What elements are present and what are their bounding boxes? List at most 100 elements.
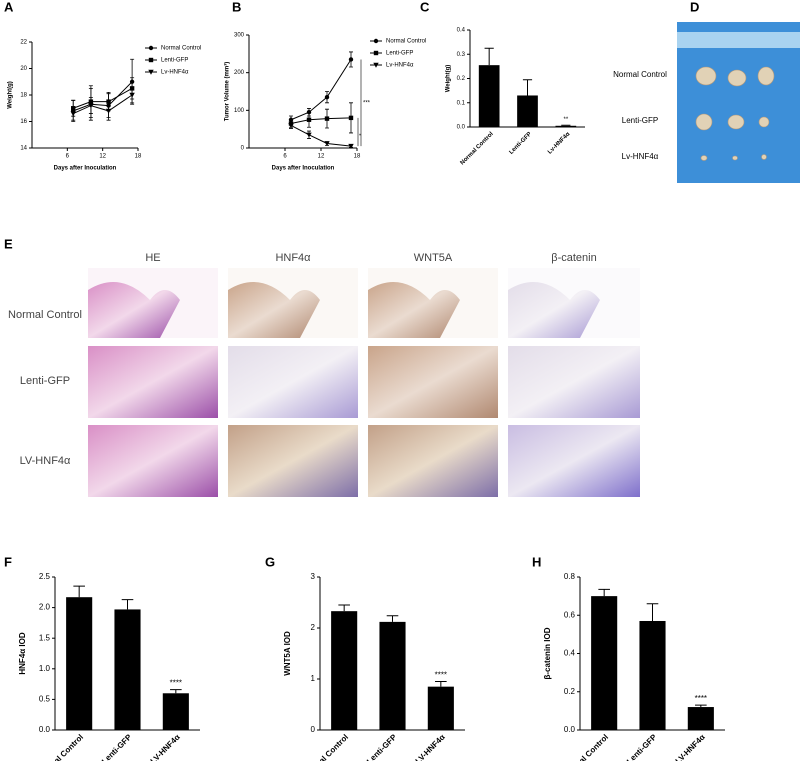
- x-tick-label: Lenti-GFP: [100, 732, 134, 761]
- error-bar: [646, 603, 659, 621]
- y-tick-label: 0.0: [457, 125, 466, 131]
- panel-label: B: [232, 0, 241, 14]
- point: [324, 94, 330, 100]
- error-bar: [435, 681, 447, 687]
- x-axis-label: Days after Inoculation: [54, 166, 117, 172]
- y-axis-label: Weight(g): [8, 81, 14, 109]
- legend-label: Lv-HNF4α: [386, 63, 414, 69]
- bar: [162, 693, 189, 730]
- legend-label: Lenti-GFP: [386, 51, 413, 57]
- line: [290, 117, 352, 125]
- legend-marker: [148, 45, 154, 51]
- row-label: LV-HNF4α: [20, 455, 71, 467]
- panel-label: F: [4, 554, 12, 569]
- photo-d: [677, 22, 800, 183]
- annotation: **: [563, 117, 568, 123]
- panel-label: H: [532, 554, 541, 569]
- y-tick-label: 0.0: [564, 725, 576, 734]
- error-bar: [484, 47, 494, 66]
- bar: [555, 125, 577, 127]
- row-label: Lv-HNF4α: [622, 152, 659, 161]
- line: [290, 59, 352, 121]
- point: [88, 103, 94, 109]
- column-header: β-catenin: [551, 252, 596, 264]
- y-tick-label: 20: [20, 66, 27, 72]
- column-header: HE: [145, 252, 160, 264]
- x-tick-label: LV-HNF4α: [414, 732, 447, 761]
- bar: [687, 707, 714, 730]
- tumors: [695, 66, 775, 161]
- legend-label: Lenti-GFP: [161, 58, 188, 64]
- bar: [639, 620, 666, 730]
- annotation: ****: [170, 679, 182, 688]
- photo-background: [677, 22, 800, 183]
- point: [348, 143, 354, 149]
- annotation: ***: [363, 100, 371, 106]
- bar: [379, 621, 406, 730]
- y-tick-label: 14: [20, 146, 27, 152]
- y-axis-label: Weight(g): [446, 65, 452, 93]
- y-tick-label: 0.4: [457, 28, 466, 34]
- line: [73, 87, 133, 109]
- point: [348, 57, 354, 62]
- x-tick-label: Lv-HNF4α: [547, 131, 572, 156]
- bar: [114, 609, 141, 730]
- x-tick-label: Normal Control: [303, 733, 351, 761]
- row-label: Normal Control: [8, 309, 82, 321]
- point: [306, 132, 312, 138]
- x-tick-label: Normal Control: [563, 733, 611, 761]
- error-bar: [73, 585, 85, 598]
- y-tick-label: 300: [234, 33, 245, 39]
- y-tick-label: 2.5: [39, 572, 51, 581]
- line: [73, 94, 133, 115]
- error-bar: [338, 604, 350, 612]
- y-tick-label: 22: [20, 40, 27, 46]
- bar: [591, 596, 618, 730]
- legend-marker: [373, 38, 379, 44]
- y-tick-label: 1.5: [39, 633, 51, 642]
- error-bar: [522, 79, 533, 96]
- y-tick-label: 0.1: [457, 100, 466, 106]
- legend-marker: [148, 69, 154, 75]
- y-tick-label: 0.8: [564, 572, 576, 581]
- row-label: Lenti-GFP: [622, 116, 658, 125]
- point: [324, 141, 330, 147]
- legend-label: Normal Control: [386, 39, 426, 45]
- legend-marker: [148, 57, 154, 63]
- panel-label: C: [420, 0, 430, 14]
- y-tick-label: 0.0: [39, 725, 51, 734]
- bar: [331, 611, 358, 730]
- x-tick-label: LV-HNF4α: [674, 732, 707, 761]
- x-tick-label: 18: [354, 154, 361, 160]
- y-tick-label: 1.0: [39, 664, 51, 673]
- y-axis-label: Tumor Volume (mm³): [224, 62, 231, 121]
- bar: [517, 95, 538, 127]
- y-tick-label: 2: [311, 623, 316, 632]
- panel-label: D: [690, 0, 699, 14]
- point: [288, 123, 294, 129]
- y-tick-label: 0: [241, 146, 245, 152]
- panel-label: A: [4, 0, 14, 14]
- bar: [427, 686, 454, 730]
- x-tick-label: 12: [318, 154, 325, 160]
- y-tick-label: 0.2: [457, 76, 466, 82]
- x-tick-label: 12: [99, 154, 106, 160]
- line: [73, 81, 133, 112]
- y-tick-label: 0: [311, 725, 316, 734]
- x-tick-label: Lenti-GFP: [509, 131, 534, 156]
- bar: [66, 597, 93, 730]
- legend-label: Normal Control: [161, 46, 201, 52]
- annotation: *: [359, 133, 361, 139]
- error-bar: [170, 689, 182, 694]
- y-axis-label: WNT5A IOD: [283, 631, 292, 676]
- row-label: Normal Control: [613, 70, 667, 79]
- y-tick-label: 0.5: [39, 695, 51, 704]
- point: [306, 117, 312, 122]
- point: [105, 108, 112, 114]
- ruler: [677, 32, 800, 48]
- x-tick-label: Lenti-GFP: [625, 732, 659, 761]
- legend-label: Lv-HNF4α: [161, 70, 189, 76]
- y-axis-label: HNF4α IOD: [18, 632, 27, 674]
- error-bar: [695, 704, 707, 708]
